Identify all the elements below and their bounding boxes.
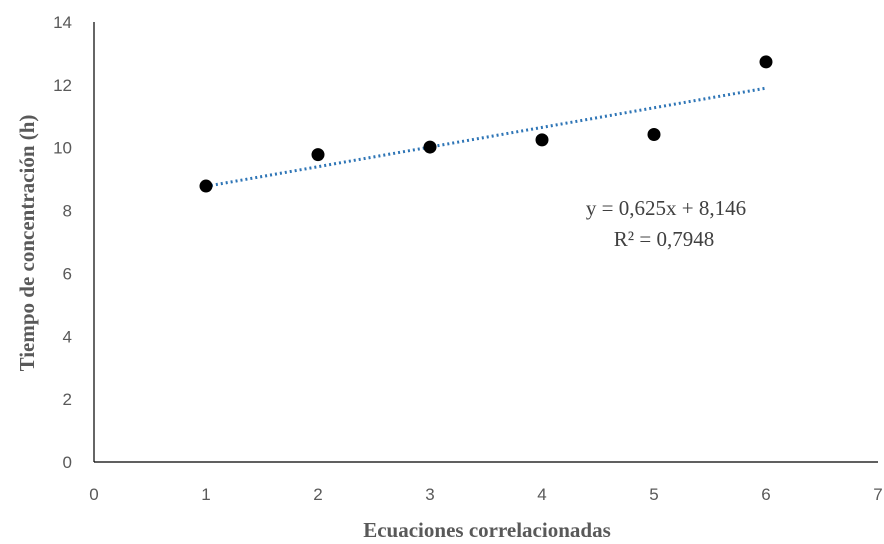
trendline-equation: y = 0,625x + 8,146 [586, 196, 746, 220]
x-tick-label: 3 [425, 485, 434, 504]
trendline-group [205, 86, 767, 188]
y-axis-title: Tiempo de concentración (h) [15, 115, 39, 372]
y-tick-label: 4 [63, 327, 72, 346]
y-tick-label: 8 [63, 202, 72, 221]
x-tick-label: 2 [313, 485, 322, 504]
data-point [423, 140, 437, 154]
data-point [647, 128, 661, 142]
x-tick-label: 1 [201, 485, 210, 504]
data-point [311, 148, 325, 162]
trendline-r-squared: R² = 0,7948 [614, 227, 714, 251]
y-tick-label: 12 [53, 76, 72, 95]
trendline [205, 86, 767, 188]
y-tick-label: 0 [63, 453, 72, 472]
x-tick-label: 6 [761, 485, 770, 504]
x-tick-label: 7 [873, 485, 882, 504]
data-point [759, 55, 773, 69]
data-point [535, 133, 549, 147]
x-tick-labels: 0 1 2 3 4 5 6 7 [89, 485, 882, 504]
y-tick-labels: 0 2 4 6 8 10 12 14 [53, 13, 72, 472]
x-tick-label: 4 [537, 485, 546, 504]
x-axis-title: Ecuaciones correlacionadas [363, 518, 611, 542]
y-tick-label: 10 [53, 139, 72, 158]
x-tick-label: 5 [649, 485, 658, 504]
axes [93, 22, 878, 463]
data-point [199, 179, 213, 193]
y-tick-label: 14 [53, 13, 72, 32]
y-tick-label: 6 [63, 264, 72, 283]
x-tick-label: 0 [89, 485, 98, 504]
y-tick-label: 2 [63, 390, 72, 409]
data-points [199, 55, 773, 193]
